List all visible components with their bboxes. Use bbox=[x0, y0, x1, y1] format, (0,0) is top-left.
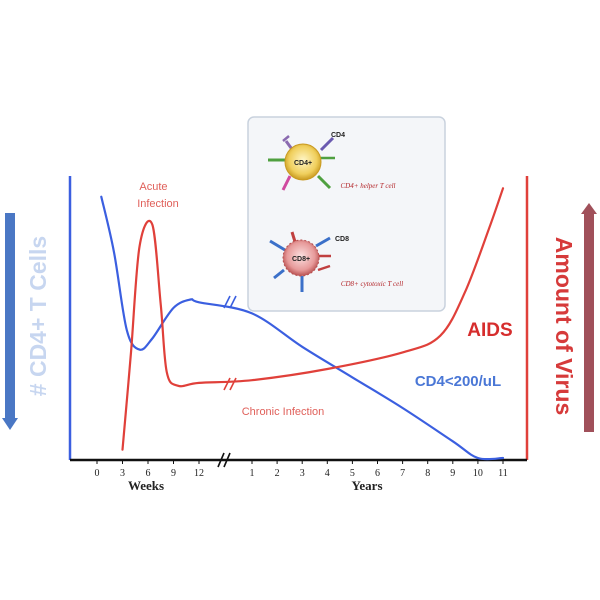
x-tick-year-5: 5 bbox=[350, 468, 355, 479]
cytotoxic-cell-marker: CD8 bbox=[335, 236, 349, 243]
x-tick-year-8: 8 bbox=[425, 468, 430, 479]
x-tick-week-6: 6 bbox=[146, 468, 151, 479]
x-tick-year-6: 6 bbox=[375, 468, 380, 479]
cd4-arrow bbox=[2, 213, 18, 430]
virus-arrow bbox=[581, 203, 597, 432]
x-tick-year-11: 11 bbox=[498, 468, 508, 479]
helper-cell-marker: CD4 bbox=[331, 132, 345, 139]
acute-line-1: Acute bbox=[139, 181, 167, 193]
x-tick-year-10: 10 bbox=[473, 468, 483, 479]
years-label: Years bbox=[351, 478, 382, 493]
acute-line-2: Infection bbox=[137, 198, 179, 210]
x-tick-year-2: 2 bbox=[275, 468, 280, 479]
cd4-cell-count-line bbox=[100, 195, 505, 461]
cytotoxic-cell-tag: CD8+ bbox=[292, 256, 310, 263]
aids-label: AIDS bbox=[467, 320, 512, 341]
series-layer bbox=[100, 187, 505, 461]
x-tick-week-12: 12 bbox=[194, 468, 204, 479]
cd4-helper-cell-icon: CD4+ CD4 bbox=[268, 132, 345, 191]
x-tick-year-7: 7 bbox=[400, 468, 405, 479]
cd4-curve-break bbox=[223, 295, 237, 309]
weeks-label: Weeks bbox=[128, 478, 164, 493]
x-tick-week-0: 0 bbox=[95, 468, 100, 479]
helper-cell-tag: CD4+ bbox=[294, 160, 312, 167]
right-axis-label: Amount of Virus bbox=[551, 237, 577, 415]
helper-cell-caption: CD4+ helper T cell bbox=[341, 182, 396, 190]
x-tick-year-3: 3 bbox=[300, 468, 305, 479]
left-axis-label: # CD4+ T Cells bbox=[25, 236, 51, 396]
acute-infection-label: Acute Infection bbox=[137, 181, 179, 210]
x-tick-year-1: 1 bbox=[250, 468, 255, 479]
chronic-infection-label: Chronic Infection bbox=[242, 406, 325, 418]
cytotoxic-cell-caption: CD8+ cytotoxic T cell bbox=[341, 280, 403, 288]
virus-curve-break bbox=[223, 377, 237, 391]
x-tick-week-9: 9 bbox=[171, 468, 176, 479]
cd8-cytotoxic-cell-icon: CD8+ CD8 bbox=[269, 231, 349, 292]
x-tick-year-4: 4 bbox=[325, 468, 330, 479]
x-tick-week-3: 3 bbox=[120, 468, 125, 479]
cd4-threshold-label: CD4<200/uL bbox=[415, 373, 501, 390]
x-axis-break bbox=[217, 452, 231, 468]
x-ticks: 0 3 6 9 12 1 2 3 4 5 6 7 8 9 10 11 bbox=[95, 460, 508, 479]
x-tick-year-9: 9 bbox=[450, 468, 455, 479]
viral-load-line bbox=[121, 187, 505, 451]
t-cell-inset: CD4+ CD4 CD4+ helper T cell CD8+ CD8 CD8… bbox=[247, 116, 446, 312]
